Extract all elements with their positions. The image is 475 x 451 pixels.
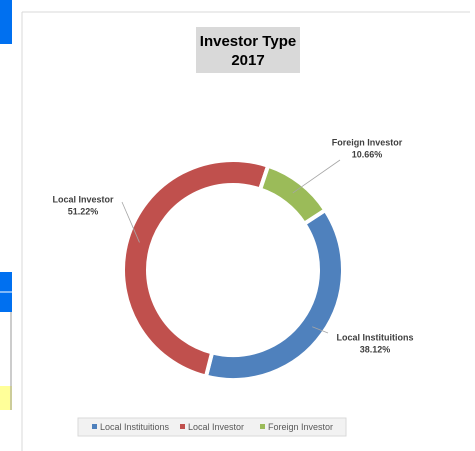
- donut-slice: [203, 207, 345, 382]
- leader-line: [292, 159, 341, 194]
- chart-subtitle: 2017: [231, 52, 264, 69]
- legend-swatch: [260, 424, 265, 429]
- chart-title: Investor Type: [200, 33, 296, 50]
- legend-label: Foreign Investor: [268, 422, 333, 432]
- data-label: Foreign Investor: [332, 137, 403, 147]
- data-label: 51.22%: [68, 206, 99, 216]
- data-label: 10.66%: [352, 149, 383, 159]
- leader-line: [312, 326, 329, 334]
- data-label: Local Investor: [52, 194, 114, 204]
- legend-swatch: [180, 424, 185, 429]
- data-label: 38.12%: [360, 344, 391, 354]
- legend: [77, 417, 347, 437]
- sheet-cell: [0, 386, 12, 410]
- legend-label: Local Investor: [188, 422, 244, 432]
- leader-line: [121, 201, 140, 243]
- donut-slice: [121, 158, 271, 380]
- data-label: Local Instituitions: [336, 332, 413, 342]
- donut-slice: [257, 163, 329, 227]
- title-box: [196, 27, 300, 73]
- legend-label: Local Instituitions: [100, 422, 170, 432]
- legend-swatch: [92, 424, 97, 429]
- sheet-cell: [0, 0, 12, 44]
